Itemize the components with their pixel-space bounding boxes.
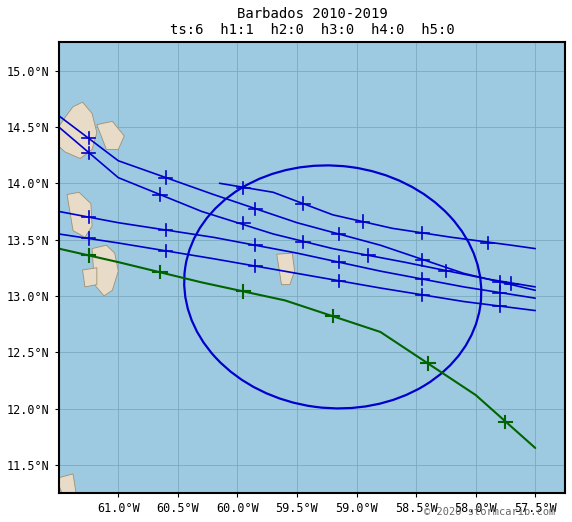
Polygon shape (67, 192, 92, 238)
Polygon shape (82, 268, 97, 287)
Title: Barbados 2010-2019
ts:6  h1:1  h2:0  h3:0  h4:0  h5:0: Barbados 2010-2019 ts:6 h1:1 h2:0 h3:0 h… (169, 7, 454, 37)
Text: © 2020 stormcarib.com: © 2020 stormcarib.com (424, 507, 555, 517)
Polygon shape (92, 245, 118, 296)
Polygon shape (53, 102, 97, 159)
Polygon shape (56, 474, 77, 510)
Polygon shape (97, 121, 124, 149)
Polygon shape (277, 253, 295, 284)
